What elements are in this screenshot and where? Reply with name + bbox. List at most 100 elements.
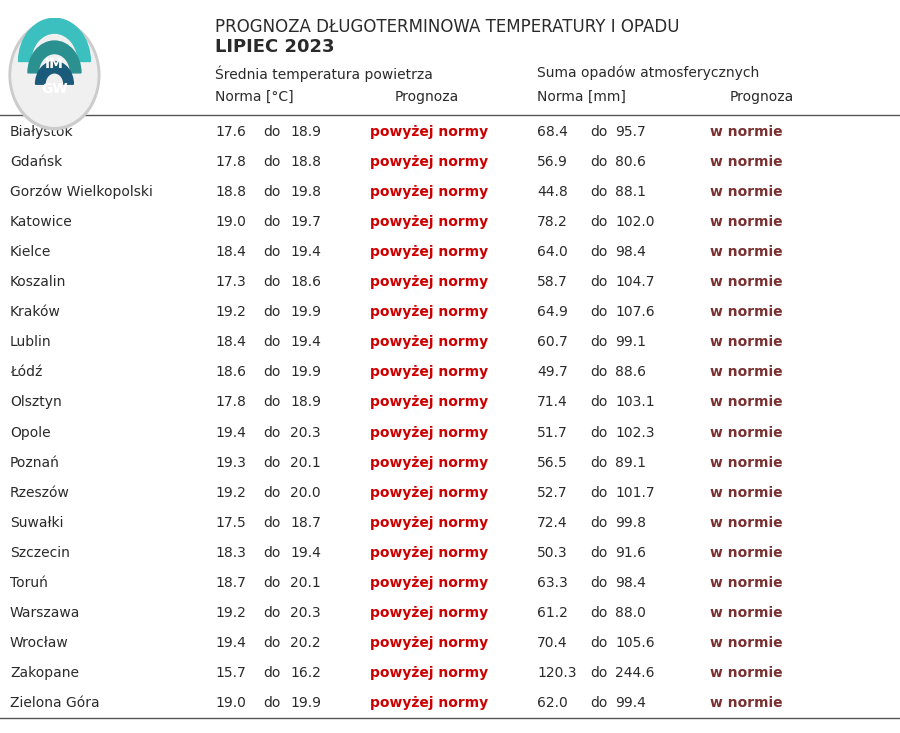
Text: w normie: w normie	[710, 636, 783, 650]
Text: powyżej normy: powyżej normy	[370, 396, 488, 410]
Text: do: do	[590, 576, 608, 590]
Text: 19.0: 19.0	[215, 216, 246, 229]
Text: do: do	[590, 306, 608, 320]
Text: 70.4: 70.4	[537, 636, 568, 650]
Text: w normie: w normie	[710, 576, 783, 590]
Text: 98.4: 98.4	[615, 246, 646, 259]
Text: do: do	[590, 426, 608, 440]
Text: 104.7: 104.7	[615, 276, 654, 290]
Text: 17.8: 17.8	[215, 396, 246, 410]
Text: 18.8: 18.8	[215, 185, 246, 199]
Text: 19.4: 19.4	[290, 546, 321, 560]
Text: 20.2: 20.2	[290, 636, 320, 650]
Text: 18.9: 18.9	[290, 396, 321, 410]
Text: do: do	[263, 426, 281, 440]
Text: do: do	[263, 486, 281, 500]
Text: 20.1: 20.1	[290, 456, 320, 470]
Text: powyżej normy: powyżej normy	[370, 185, 488, 199]
Text: Gorzów Wielkopolski: Gorzów Wielkopolski	[10, 185, 153, 199]
Text: powyżej normy: powyżej normy	[370, 155, 488, 169]
Text: do: do	[590, 276, 608, 290]
Text: do: do	[590, 606, 608, 620]
Text: Suma opadów atmosferycznych: Suma opadów atmosferycznych	[537, 65, 760, 79]
Text: Średnia temperatura powietrza: Średnia temperatura powietrza	[215, 65, 433, 81]
Text: powyżej normy: powyżej normy	[370, 306, 488, 320]
Text: Kraków: Kraków	[10, 306, 61, 320]
Circle shape	[12, 24, 97, 126]
Text: 102.0: 102.0	[615, 216, 654, 229]
Text: powyżej normy: powyżej normy	[370, 576, 488, 590]
Text: 19.4: 19.4	[215, 426, 246, 440]
Text: w normie: w normie	[710, 546, 783, 560]
Text: w normie: w normie	[710, 185, 783, 199]
Text: w normie: w normie	[710, 696, 783, 710]
Text: 44.8: 44.8	[537, 185, 568, 199]
Text: do: do	[263, 276, 281, 290]
Text: 88.6: 88.6	[615, 366, 646, 380]
Text: Kielce: Kielce	[10, 246, 51, 259]
Text: 61.2: 61.2	[537, 606, 568, 620]
Text: do: do	[263, 396, 281, 410]
Text: 20.3: 20.3	[290, 606, 320, 620]
Text: powyżej normy: powyżej normy	[370, 516, 488, 530]
Text: 19.4: 19.4	[290, 336, 321, 350]
Text: do: do	[590, 636, 608, 650]
Text: powyżej normy: powyżej normy	[370, 636, 488, 650]
Text: Toruń: Toruń	[10, 576, 48, 590]
Text: 18.6: 18.6	[215, 366, 246, 380]
Text: 62.0: 62.0	[537, 696, 568, 710]
Text: 68.4: 68.4	[537, 125, 568, 139]
Text: 49.7: 49.7	[537, 366, 568, 380]
Text: w normie: w normie	[710, 426, 783, 440]
Text: powyżej normy: powyżej normy	[370, 426, 488, 440]
Text: 18.4: 18.4	[215, 336, 246, 350]
Text: do: do	[263, 456, 281, 470]
Text: powyżej normy: powyżej normy	[370, 276, 488, 290]
Text: do: do	[263, 185, 281, 199]
Text: w normie: w normie	[710, 366, 783, 380]
Text: do: do	[263, 366, 281, 380]
Text: w normie: w normie	[710, 336, 783, 350]
Text: do: do	[590, 486, 608, 500]
Text: Poznań: Poznań	[10, 456, 60, 470]
Text: 19.9: 19.9	[290, 696, 321, 710]
Text: 18.7: 18.7	[215, 576, 246, 590]
Text: 17.5: 17.5	[215, 516, 246, 530]
Text: 101.7: 101.7	[615, 486, 654, 500]
Text: 16.2: 16.2	[290, 666, 321, 680]
Text: powyżej normy: powyżej normy	[370, 666, 488, 680]
Text: 18.3: 18.3	[215, 546, 246, 560]
Text: Prognoza: Prognoza	[730, 90, 794, 104]
Text: do: do	[590, 546, 608, 560]
Text: w normie: w normie	[710, 486, 783, 500]
Text: 19.8: 19.8	[290, 185, 321, 199]
Text: 99.8: 99.8	[615, 516, 646, 530]
Text: Rzeszów: Rzeszów	[10, 486, 70, 500]
Text: Norma [°C]: Norma [°C]	[215, 90, 293, 104]
Text: w normie: w normie	[710, 456, 783, 470]
Text: 17.6: 17.6	[215, 125, 246, 139]
Text: do: do	[263, 606, 281, 620]
Text: 103.1: 103.1	[615, 396, 654, 410]
Text: 58.7: 58.7	[537, 276, 568, 290]
Text: w normie: w normie	[710, 516, 783, 530]
Text: Opole: Opole	[10, 426, 50, 440]
Text: 89.1: 89.1	[615, 456, 646, 470]
Text: w normie: w normie	[710, 606, 783, 620]
Text: IM: IM	[45, 56, 64, 71]
Text: do: do	[590, 246, 608, 259]
Text: Łódź: Łódź	[10, 366, 42, 380]
Text: Gdańsk: Gdańsk	[10, 155, 62, 169]
Text: LIPIEC 2023: LIPIEC 2023	[215, 38, 335, 56]
Text: do: do	[263, 336, 281, 350]
Text: do: do	[263, 216, 281, 229]
Text: do: do	[590, 456, 608, 470]
Text: 64.0: 64.0	[537, 246, 568, 259]
Text: Prognoza: Prognoza	[395, 90, 459, 104]
Text: do: do	[263, 636, 281, 650]
Text: powyżej normy: powyżej normy	[370, 246, 488, 259]
Text: 78.2: 78.2	[537, 216, 568, 229]
Text: do: do	[263, 246, 281, 259]
Text: do: do	[590, 366, 608, 380]
Text: do: do	[263, 125, 281, 139]
